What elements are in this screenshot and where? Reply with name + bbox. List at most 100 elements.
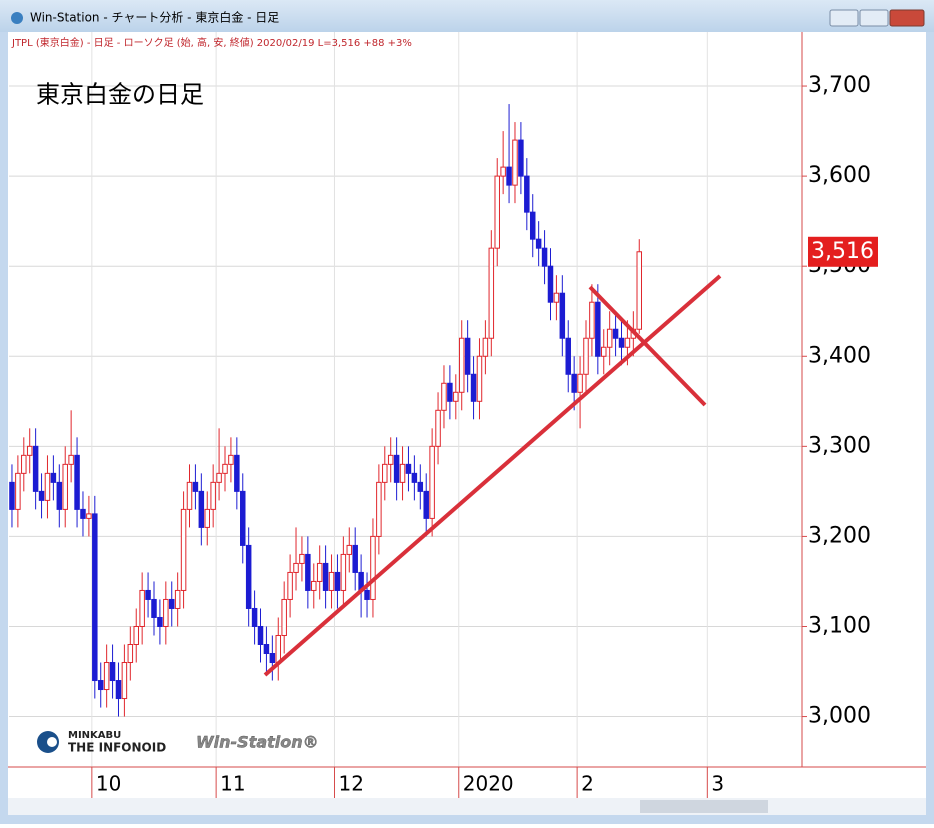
chart-area: [8, 32, 926, 798]
candle-body: [529, 211, 536, 240]
candle-body: [559, 292, 566, 339]
scrollbar[interactable]: [8, 798, 926, 815]
candle-body: [32, 445, 39, 492]
y-tick-label: 3,700: [808, 73, 871, 98]
candle-body: [287, 571, 293, 600]
candle-body: [624, 337, 631, 348]
candle-body: [387, 454, 394, 465]
candle-body: [157, 616, 163, 627]
y-tick-label: 3,400: [808, 343, 871, 368]
candle-body: [269, 653, 276, 664]
last-price-label: 3,516: [811, 239, 874, 264]
y-tick-label: 3,300: [808, 433, 871, 458]
candle-body: [476, 355, 483, 402]
candle-body: [553, 292, 560, 303]
candle-body: [275, 634, 282, 664]
candle-body: [44, 472, 51, 501]
candle-body: [535, 238, 542, 249]
y-tick-label: 3,600: [808, 163, 871, 188]
candle-body: [334, 571, 341, 591]
candle-body: [133, 625, 139, 645]
candle-body: [506, 166, 512, 186]
candle-body: [74, 454, 80, 510]
x-tick-label: 2020: [463, 772, 514, 796]
app-icon: [11, 12, 23, 24]
logo-tagline: THE INFONOID: [68, 741, 166, 755]
logo-mark: [47, 737, 57, 747]
candle-body: [316, 562, 323, 582]
candle-body: [97, 680, 104, 691]
candle-body: [109, 662, 116, 682]
candle-body: [458, 337, 465, 393]
y-tick-label: 3,200: [808, 523, 871, 548]
candle-body: [470, 373, 477, 402]
candle-body: [9, 481, 15, 510]
candle-body: [453, 391, 459, 402]
scroll-thumb[interactable]: [640, 800, 768, 813]
candle-body: [370, 535, 376, 600]
candle-body: [340, 553, 347, 591]
candle-body: [364, 589, 370, 600]
candle-body: [293, 562, 299, 573]
last-price-box: [808, 236, 878, 267]
candle-body: [482, 337, 489, 357]
candle-body: [305, 553, 311, 591]
candle-body: [328, 571, 335, 591]
candle-body: [263, 644, 270, 655]
candle-body: [139, 589, 145, 627]
candle-body: [234, 454, 240, 492]
candle-body: [192, 481, 199, 492]
candle-body: [251, 607, 258, 627]
candle-body: [281, 598, 287, 636]
maximize-button[interactable]: [859, 9, 889, 27]
candle-body: [50, 472, 57, 483]
candle-body: [163, 598, 169, 627]
candle-body: [210, 481, 216, 510]
candle-body: [121, 662, 128, 700]
candle-body: [38, 490, 45, 501]
candle-body: [612, 328, 619, 339]
candle-body: [127, 644, 134, 664]
x-tick-label: 10: [96, 772, 121, 796]
candle-body: [464, 337, 471, 375]
candle-body: [405, 463, 412, 474]
candle-body: [382, 463, 388, 483]
window-title: Win-Station - チャート分析 - 東京白金 - 日足: [30, 10, 279, 25]
candle-body: [322, 562, 329, 591]
candle-body: [411, 472, 418, 483]
candle-body: [15, 472, 21, 510]
candle-body: [92, 513, 98, 682]
candle-body: [21, 454, 27, 474]
candle-body: [103, 662, 110, 691]
candle-body: [376, 481, 382, 537]
candle-body: [393, 454, 400, 483]
candle-body: [204, 508, 210, 528]
candle-body: [186, 481, 193, 510]
x-tick-label: 11: [220, 772, 245, 796]
candle-body: [222, 463, 228, 474]
candle-body: [435, 409, 441, 447]
plot: 3,0003,1003,2003,3003,4003,5003,6003,700…: [9, 32, 871, 798]
candle-body: [180, 508, 187, 591]
candle-body: [240, 490, 246, 546]
candle-body: [565, 337, 571, 375]
candle-body: [174, 589, 181, 609]
close-button[interactable]: [889, 9, 925, 27]
minimize-button[interactable]: [829, 9, 859, 27]
candle-body: [577, 373, 583, 393]
candle-body: [595, 301, 601, 357]
candle-body: [80, 508, 86, 519]
candle-body: [168, 598, 175, 609]
candle-body: [228, 454, 234, 465]
candle-body: [423, 490, 429, 519]
candle-body: [488, 247, 495, 339]
y-tick-label: 3,100: [808, 613, 871, 638]
candle-body: [429, 445, 435, 519]
candle-body: [352, 544, 358, 573]
candle-body: [151, 598, 157, 618]
candle-body: [245, 544, 252, 609]
candle-body: [299, 553, 305, 564]
candle-body: [541, 247, 548, 267]
candle-body: [311, 580, 317, 591]
candle-body: [618, 337, 625, 348]
